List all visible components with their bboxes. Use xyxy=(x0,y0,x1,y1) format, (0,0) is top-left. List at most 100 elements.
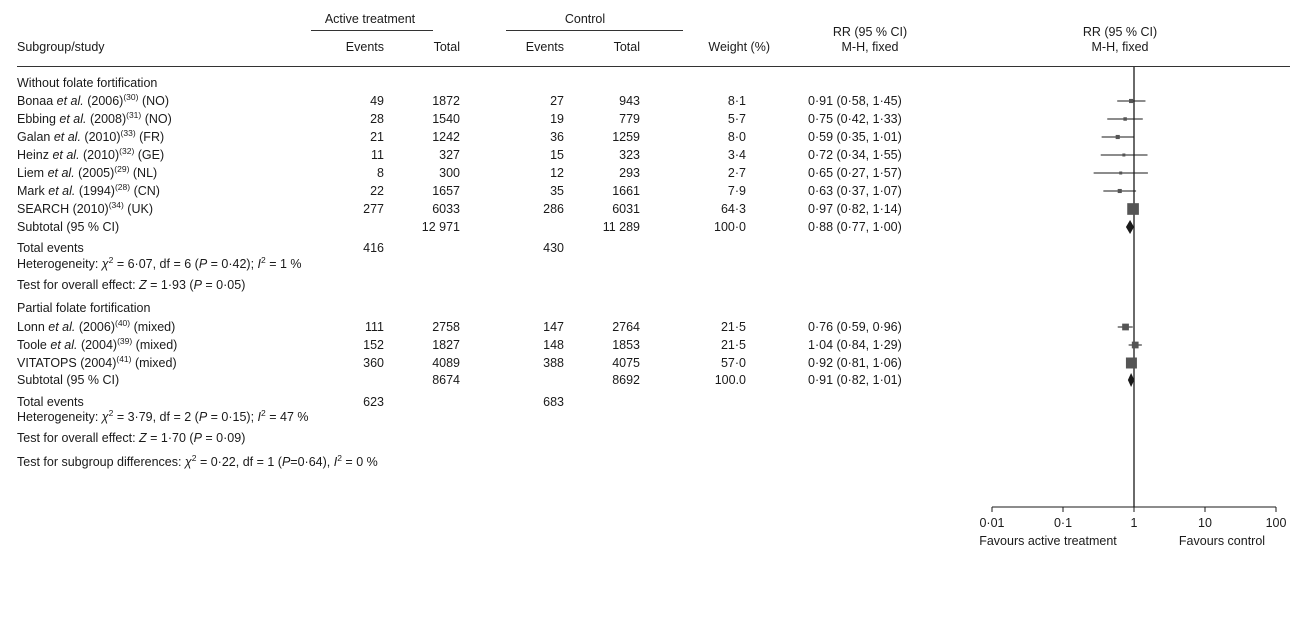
active-total: 2758 xyxy=(432,320,460,334)
active-events: 360 xyxy=(363,356,384,370)
control-total: 293 xyxy=(619,166,640,180)
subtotal-diamond xyxy=(1127,373,1135,387)
total-events-control: 683 xyxy=(543,395,564,409)
weight-value: 3·4 xyxy=(727,148,746,162)
weight-value: 7·9 xyxy=(727,184,746,198)
rr-ci-value: 0·91 (0·58, 1·45) xyxy=(808,94,902,108)
subgroup-study-header: Subgroup/study xyxy=(17,40,105,54)
heterogeneity-stat: Heterogeneity: χ2 = 6·07, df = 6 (P = 0·… xyxy=(17,255,302,271)
subtotal-diamond xyxy=(1125,220,1134,234)
study-label: Liem et al. (2005)(29) (NL) xyxy=(17,164,158,180)
study-weight-square xyxy=(1122,323,1129,331)
study-label: Galan et al. (2010)(33) (FR) xyxy=(17,128,165,144)
x-tick-label: 10 xyxy=(1198,516,1212,530)
study-label: Toole et al. (2004)(39) (mixed) xyxy=(17,336,178,352)
active-events: 152 xyxy=(363,338,384,352)
control-events: 286 xyxy=(543,202,564,216)
plot-rr-method-header: M-H, fixed xyxy=(1091,40,1149,54)
control-events: 12 xyxy=(550,166,564,180)
overall-effect-stat: Test for overall effect: Z = 1·93 (P = 0… xyxy=(17,278,246,292)
x-tick-label: 0·01 xyxy=(979,516,1004,530)
study-label: Lonn et al. (2006)(40) (mixed) xyxy=(17,318,176,334)
control-total: 6031 xyxy=(612,202,640,216)
control-total: 1259 xyxy=(612,130,640,144)
active-total: 1872 xyxy=(432,94,460,108)
active-total-header: Total xyxy=(433,40,460,54)
x-tick-label: 1 xyxy=(1131,516,1138,530)
control-events: 35 xyxy=(550,184,564,198)
rr-ci-value: 0·97 (0·82, 1·14) xyxy=(808,202,902,216)
weight-value: 64·3 xyxy=(720,202,746,216)
total-events-active: 416 xyxy=(363,241,384,255)
control-events: 36 xyxy=(550,130,564,144)
control-total: 8692 xyxy=(612,373,640,387)
active-total: 327 xyxy=(439,148,460,162)
total-events-label: Total events xyxy=(17,241,84,255)
rr-method-header: M-H, fixed xyxy=(841,40,899,54)
active-events: 111 xyxy=(364,320,384,334)
rr-ci-value: 0·75 (0·42, 1·33) xyxy=(808,112,902,126)
group-title-without-fortification: Without folate fortification xyxy=(17,76,158,90)
active-events: 277 xyxy=(363,202,384,216)
rr-ci-value: 0·91 (0·82, 1·01) xyxy=(808,373,902,387)
active-total: 1827 xyxy=(432,338,460,352)
active-total: 6033 xyxy=(432,202,460,216)
subtotal-label: Subtotal (95 % CI) xyxy=(17,220,120,234)
header-divider xyxy=(17,66,1290,67)
x-label-favours-control: Favours control xyxy=(1179,534,1265,548)
study-weight-square xyxy=(1117,188,1122,194)
active-events: 28 xyxy=(370,112,384,126)
heterogeneity-stat: Heterogeneity: χ2 = 3·79, df = 2 (P = 0·… xyxy=(17,408,309,424)
subgroup-differences-stat: Test for subgroup differences: χ2 = 0·22… xyxy=(17,453,378,469)
control-total: 943 xyxy=(619,94,640,108)
study-label: Heinz et al. (2010)(32) (GE) xyxy=(17,146,165,162)
weight-value: 57·0 xyxy=(720,356,746,370)
weight-value: 8·0 xyxy=(727,130,746,144)
study-label: Mark et al. (1994)(28) (CN) xyxy=(17,182,160,198)
study-label: Ebbing et al. (2008)(31) (NO) xyxy=(17,110,172,126)
rr-ci-value: 1·04 (0·84, 1·29) xyxy=(808,338,902,352)
control-events: 148 xyxy=(543,338,564,352)
control-rule xyxy=(506,30,683,31)
active-events-header: Events xyxy=(345,40,384,54)
active-events: 11 xyxy=(371,148,384,162)
study-label: SEARCH (2010)(34) (UK) xyxy=(17,200,153,216)
study-weight-square xyxy=(1122,153,1126,157)
weight-value: 21·5 xyxy=(720,320,746,334)
active-events: 49 xyxy=(370,94,384,108)
control-total: 4075 xyxy=(612,356,640,370)
rr-ci-value: 0·63 (0·37, 1·07) xyxy=(808,184,902,198)
control-events: 15 xyxy=(550,148,564,162)
control-events-header: Events xyxy=(525,40,564,54)
active-total: 300 xyxy=(439,166,460,180)
control-events: 147 xyxy=(543,320,564,334)
active-total: 8674 xyxy=(432,373,460,387)
active-total: 4089 xyxy=(432,356,460,370)
study-weight-square xyxy=(1119,171,1123,175)
x-label-favours-active: Favours active treatment xyxy=(979,534,1117,548)
active-total: 12 971 xyxy=(421,220,460,234)
active-events: 21 xyxy=(370,130,384,144)
rr-ci-value: 0·59 (0·35, 1·01) xyxy=(808,130,902,144)
rr-ci-value: 0·92 (0·81, 1·06) xyxy=(808,356,902,370)
control-total: 779 xyxy=(619,112,640,126)
study-weight-square xyxy=(1125,357,1137,369)
study-weight-square xyxy=(1129,98,1134,104)
active-total: 1242 xyxy=(432,130,460,144)
control-total-header: Total xyxy=(613,40,640,54)
weight-value: 5·7 xyxy=(727,112,746,126)
control-header: Control xyxy=(564,12,606,26)
control-total: 11 289 xyxy=(602,220,640,234)
weight-value: 2·7 xyxy=(727,166,746,180)
rr-ci-header: RR (95 % CI) xyxy=(832,25,908,39)
active-events: 8 xyxy=(377,166,384,180)
group-title-partial-fortification: Partial folate fortification xyxy=(17,301,151,315)
study-label: Bonaa et al. (2006)(30) (NO) xyxy=(17,92,170,108)
control-events: 19 xyxy=(550,112,564,126)
x-tick-label: 100 xyxy=(1266,516,1287,530)
control-events: 388 xyxy=(543,356,564,370)
rr-ci-value: 0·88 (0·77, 1·00) xyxy=(808,220,902,234)
weight-value: 21·5 xyxy=(720,338,746,352)
weight-header: Weight (%) xyxy=(708,40,770,54)
